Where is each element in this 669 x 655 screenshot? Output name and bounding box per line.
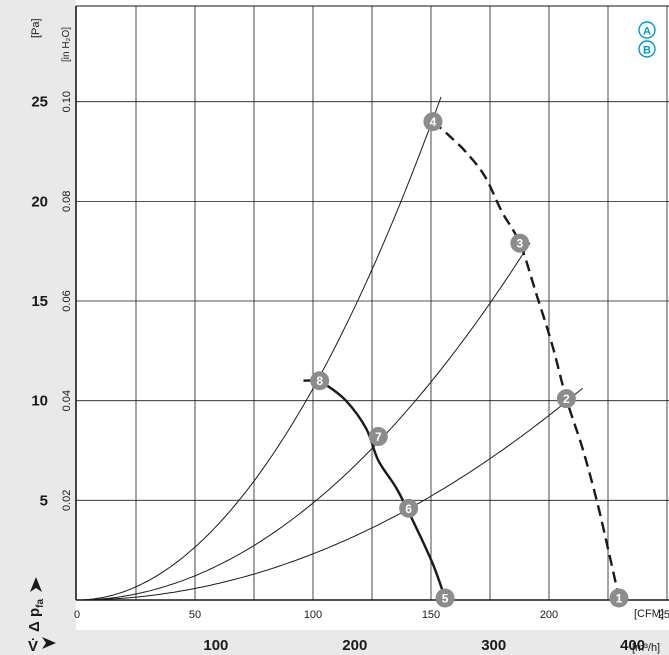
x2-tick-label: 200 bbox=[342, 637, 367, 654]
x2-tick-label: 400 bbox=[620, 637, 645, 654]
x2-axis-unit: [m³/h] bbox=[632, 642, 660, 654]
x-tick-labels: 0 50 100 150 200 250 bbox=[74, 609, 669, 621]
operating-point-marker bbox=[556, 389, 576, 409]
operating-point-marker bbox=[609, 588, 629, 608]
y2-tick-label: 0.02 bbox=[61, 490, 73, 511]
operating-point-3: 3 bbox=[510, 233, 530, 253]
x2-tick-label: 300 bbox=[481, 637, 506, 654]
system-curves bbox=[76, 96, 583, 601]
operating-point-marker bbox=[399, 498, 419, 518]
legend-b-circle bbox=[638, 40, 656, 58]
y-tick-label: 5 bbox=[40, 492, 48, 509]
system-curve-3 bbox=[77, 387, 583, 601]
y-axis-symbol-text: Δ p bbox=[26, 608, 43, 632]
y-axis-arrow-icon bbox=[30, 577, 42, 592]
operating-point-label: 1 bbox=[616, 592, 623, 606]
operating-points: 1 2 3 4 5 6 7 8 bbox=[310, 112, 629, 608]
operating-point-label: 7 bbox=[375, 430, 382, 444]
operating-point-marker bbox=[368, 427, 388, 447]
left-axis-band bbox=[0, 0, 76, 655]
x-tick-label: 0 bbox=[74, 609, 80, 621]
operating-point-marker bbox=[510, 233, 530, 253]
operating-point-label: 6 bbox=[405, 502, 412, 516]
x-axis-symbol: V̇ bbox=[28, 638, 38, 655]
system-curve-2 bbox=[77, 242, 531, 601]
y2-tick-label: 0.06 bbox=[61, 290, 73, 311]
y-axis-symbol-subscript: fa bbox=[35, 599, 46, 608]
operating-point-5: 5 bbox=[435, 588, 455, 608]
operating-point-marker bbox=[310, 371, 330, 391]
y2-tick-label: 0.10 bbox=[61, 91, 73, 112]
operating-point-label: 5 bbox=[442, 592, 449, 606]
y-tick-label: 10 bbox=[31, 393, 48, 410]
y-axis-symbol: Δ pfa bbox=[26, 599, 46, 632]
x-tick-label: 200 bbox=[540, 609, 558, 621]
x-tick-label: 250 bbox=[658, 609, 669, 621]
operating-point-label: 8 bbox=[316, 374, 323, 388]
y2-tick-label: 0.08 bbox=[61, 191, 73, 212]
secondary-x-tick-labels: 100 200 300 400 bbox=[203, 637, 645, 654]
operating-point-2: 2 bbox=[556, 389, 576, 409]
y-tick-label: 20 bbox=[31, 193, 48, 210]
y-tick-labels: 5 10 15 20 25 bbox=[31, 94, 48, 510]
operating-point-label: 2 bbox=[563, 392, 570, 406]
secondary-y-tick-labels: 0.02 0.04 0.06 0.08 0.10 bbox=[61, 91, 73, 511]
legend-b-label: B bbox=[643, 45, 651, 57]
x-tick-label: 150 bbox=[422, 609, 440, 621]
operating-point-marker bbox=[423, 112, 443, 132]
legend-a: A bbox=[638, 21, 656, 39]
y-tick-label: 15 bbox=[31, 293, 48, 310]
grid-lines bbox=[75, 5, 669, 601]
x-tick-label: 100 bbox=[304, 609, 322, 621]
system-curve-1 bbox=[76, 96, 442, 601]
operating-point-8: 8 bbox=[310, 371, 330, 391]
x-axis-unit: [CFM] bbox=[634, 608, 664, 620]
operating-point-1: 1 bbox=[609, 588, 629, 608]
x-axis-arrow-icon bbox=[42, 637, 56, 649]
y-tick-label: 25 bbox=[31, 94, 48, 111]
legend-a-label: A bbox=[643, 26, 651, 38]
operating-point-label: 4 bbox=[430, 115, 437, 129]
plot-area bbox=[76, 6, 669, 600]
operating-point-label: 3 bbox=[517, 237, 524, 251]
operating-point-7: 7 bbox=[368, 427, 388, 447]
x-tick-label: 50 bbox=[189, 609, 201, 621]
bottom-axis-band bbox=[0, 630, 669, 655]
operating-point-6: 6 bbox=[399, 498, 419, 518]
y2-axis-unit: [in H₂O] bbox=[61, 27, 72, 62]
y-axis-unit: [Pa] bbox=[30, 18, 42, 38]
legend-b: B bbox=[638, 40, 656, 58]
y2-tick-label: 0.04 bbox=[61, 390, 73, 411]
svg-text:Δ pfa: Δ pfa bbox=[26, 599, 46, 632]
x2-tick-label: 100 bbox=[203, 637, 228, 654]
legend-a-circle bbox=[638, 21, 656, 39]
operating-point-marker bbox=[435, 588, 455, 608]
operating-point-4: 4 bbox=[423, 112, 443, 132]
